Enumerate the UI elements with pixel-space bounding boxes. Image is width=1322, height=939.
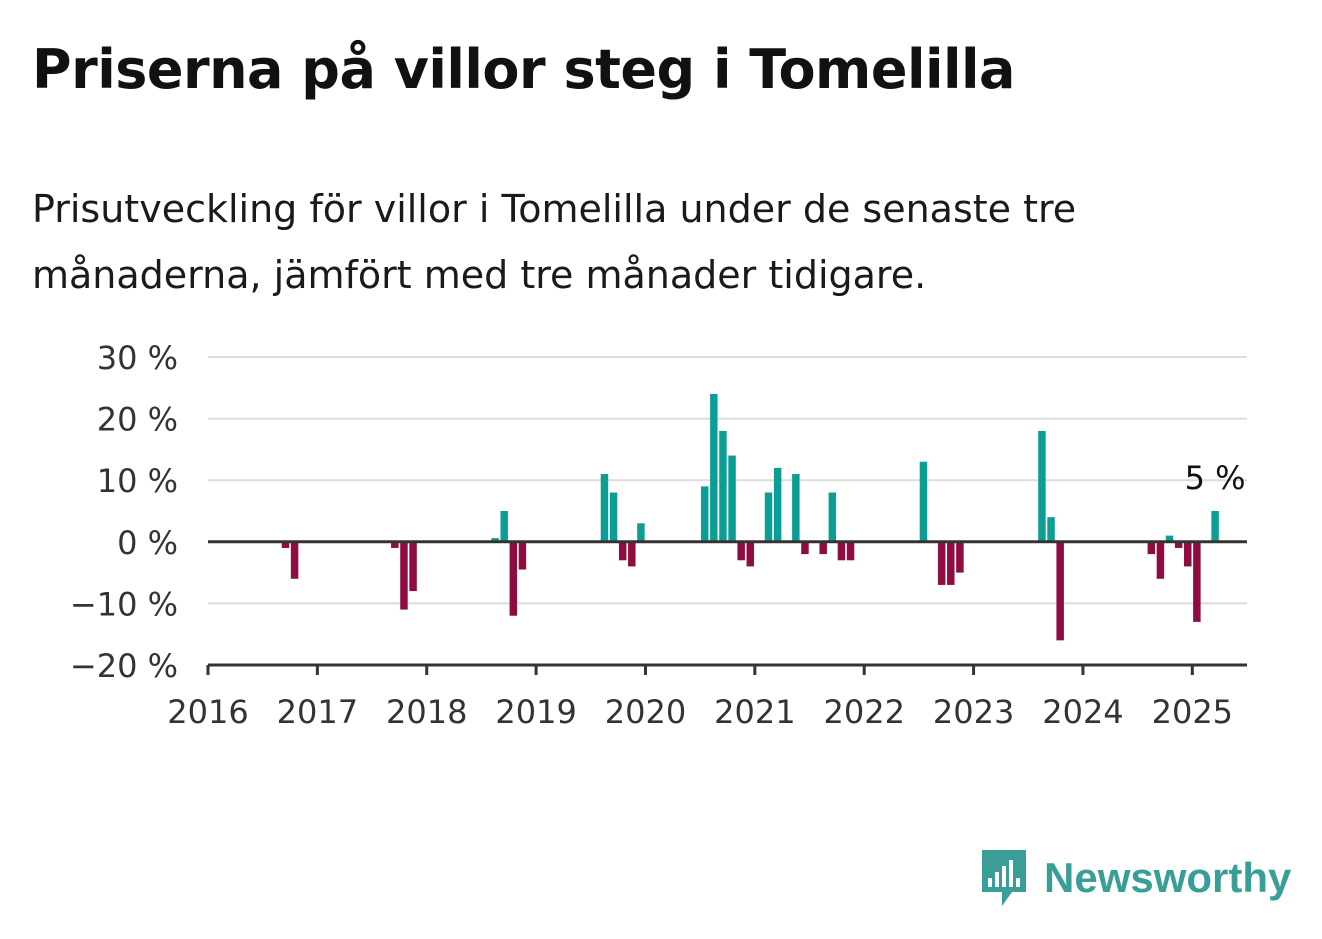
bar xyxy=(746,541,755,567)
bar xyxy=(491,538,499,542)
bar xyxy=(947,541,955,585)
bar xyxy=(773,467,782,542)
last-value-label: 5 % xyxy=(1185,459,1246,497)
bar xyxy=(609,492,618,542)
bar xyxy=(1047,517,1055,542)
bar-chart-speech-bubble-icon xyxy=(982,850,1026,906)
bar xyxy=(618,541,627,561)
bar xyxy=(500,511,508,542)
bar xyxy=(819,541,827,555)
bar xyxy=(837,541,846,561)
chart-subtitle: Prisutveckling för villor i Tomelilla un… xyxy=(32,187,1077,297)
bar xyxy=(828,492,837,542)
y-tick-label: −10 % xyxy=(70,585,178,623)
bar xyxy=(846,541,855,561)
x-tick-label: 2024 xyxy=(1042,693,1123,731)
x-tick-label: 2016 xyxy=(167,693,248,731)
brand-logo: Newsworthy xyxy=(980,848,1291,908)
y-tick-label: 10 % xyxy=(97,462,178,500)
y-tick-label: 20 % xyxy=(97,401,178,439)
bar xyxy=(919,461,928,542)
bar xyxy=(710,393,718,542)
bar xyxy=(1056,541,1064,641)
bar xyxy=(801,541,809,555)
bar xyxy=(409,541,417,592)
x-tick-label: 2018 xyxy=(386,693,467,731)
bar xyxy=(719,430,727,542)
bar xyxy=(728,455,736,542)
bars xyxy=(281,393,1219,641)
bar xyxy=(737,541,745,561)
y-tick-label: 0 % xyxy=(117,524,178,562)
bar xyxy=(637,523,645,542)
bar xyxy=(600,474,609,542)
bar xyxy=(1174,541,1183,548)
bar xyxy=(1193,541,1201,622)
bar xyxy=(1038,430,1046,542)
bar xyxy=(1156,541,1165,579)
bar xyxy=(700,486,709,542)
bar-chart: 30 % 20 % 10 % 0 % −10 % −20 % 2016 2017 2018 201… xyxy=(70,339,1247,731)
brand-name: Newsworthy xyxy=(1044,854,1292,901)
bar xyxy=(628,541,636,567)
bar xyxy=(1147,541,1156,555)
bar xyxy=(509,541,518,616)
axes: 30 % 20 % 10 % 0 % −10 % −20 % 2016 2017 2018 201… xyxy=(70,339,1247,731)
bar xyxy=(937,541,946,585)
x-tick-label: 2023 xyxy=(933,693,1014,731)
bar xyxy=(518,541,527,570)
x-tick-label: 2022 xyxy=(823,693,904,731)
chart-title: Priserna på villor steg i Tomelilla xyxy=(32,38,1015,101)
bar xyxy=(1165,535,1174,542)
gridlines xyxy=(208,356,1247,605)
bar xyxy=(1211,511,1219,542)
y-tick-label: −20 % xyxy=(70,647,178,685)
bar xyxy=(391,541,399,548)
x-tick-label: 2020 xyxy=(605,693,686,731)
bar xyxy=(400,541,408,610)
bar xyxy=(956,541,964,573)
bar xyxy=(792,474,800,542)
x-tick-label: 2019 xyxy=(495,693,576,731)
bar xyxy=(764,492,773,542)
x-tick-label: 2021 xyxy=(714,693,795,731)
x-tick-label: 2017 xyxy=(277,693,358,731)
bar xyxy=(281,541,290,548)
bar xyxy=(1184,541,1192,567)
x-tick-label: 2025 xyxy=(1152,693,1233,731)
bar xyxy=(290,541,299,579)
y-tick-label: 30 % xyxy=(97,339,178,377)
